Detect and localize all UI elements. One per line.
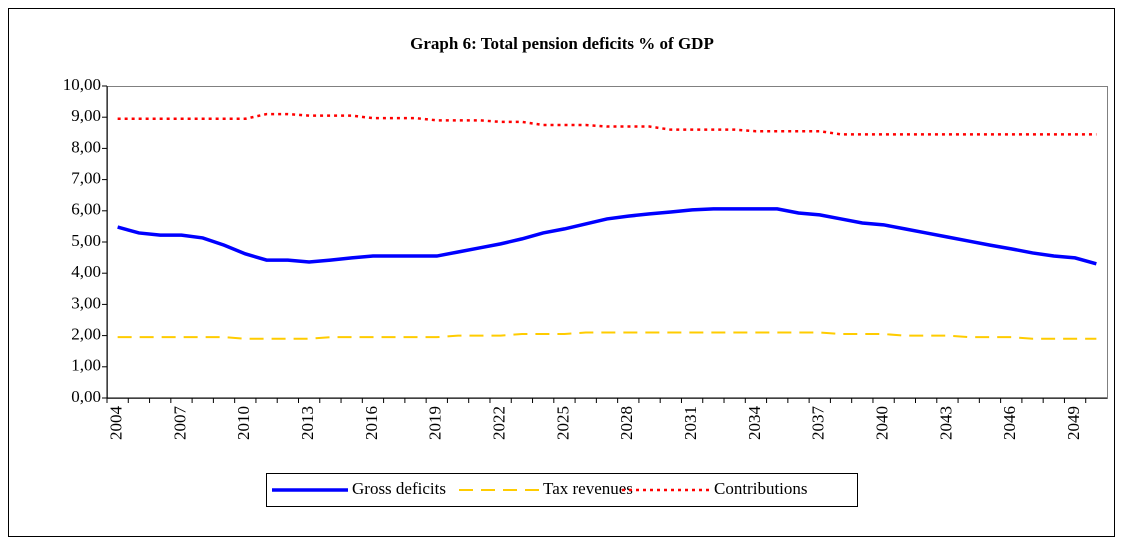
x-tick-label: 2022: [490, 406, 509, 440]
chart-title: Graph 6: Total pension deficits % of GDP: [410, 34, 714, 53]
y-tick-label: 4,00: [71, 262, 101, 281]
y-tick-label: 0,00: [71, 387, 101, 406]
y-tick-label: 1,00: [71, 356, 101, 375]
y-tick-label: 5,00: [71, 231, 101, 250]
legend-label: Tax revenues: [543, 479, 633, 498]
x-tick-label: 2019: [426, 406, 445, 440]
x-tick-label: 2031: [681, 406, 700, 440]
x-tick-label: 2016: [362, 406, 381, 440]
x-tick-label: 2043: [936, 406, 955, 440]
x-tick-label: 2028: [617, 406, 636, 440]
x-tick-label: 2007: [170, 406, 189, 441]
series-line: [117, 112, 1097, 136]
x-tick-label: 2040: [873, 406, 892, 440]
x-tick-label: 2025: [553, 406, 572, 440]
series-line: [117, 331, 1097, 340]
x-tick-label: 2010: [234, 406, 253, 440]
chart-frame: [8, 8, 1115, 537]
y-tick-label: 7,00: [71, 169, 101, 188]
y-tick-label: 8,00: [71, 137, 101, 156]
y-tick-label: 6,00: [71, 200, 101, 219]
legend-label: Gross deficits: [352, 479, 446, 498]
legend-label: Contributions: [714, 479, 808, 498]
y-tick-label: 10,00: [63, 75, 101, 94]
y-tick-label: 9,00: [71, 106, 101, 125]
x-tick-label: 2046: [1000, 406, 1019, 440]
series-line: [117, 207, 1097, 266]
x-tick-label: 2037: [809, 406, 828, 441]
x-tick-label: 2049: [1064, 406, 1083, 440]
legend-box: [266, 473, 858, 507]
x-tick-label: 2034: [745, 406, 764, 441]
x-tick-label: 2004: [107, 406, 126, 441]
x-tick-label: 2013: [298, 406, 317, 440]
y-tick-label: 3,00: [71, 293, 101, 312]
y-tick-label: 2,00: [71, 325, 101, 344]
